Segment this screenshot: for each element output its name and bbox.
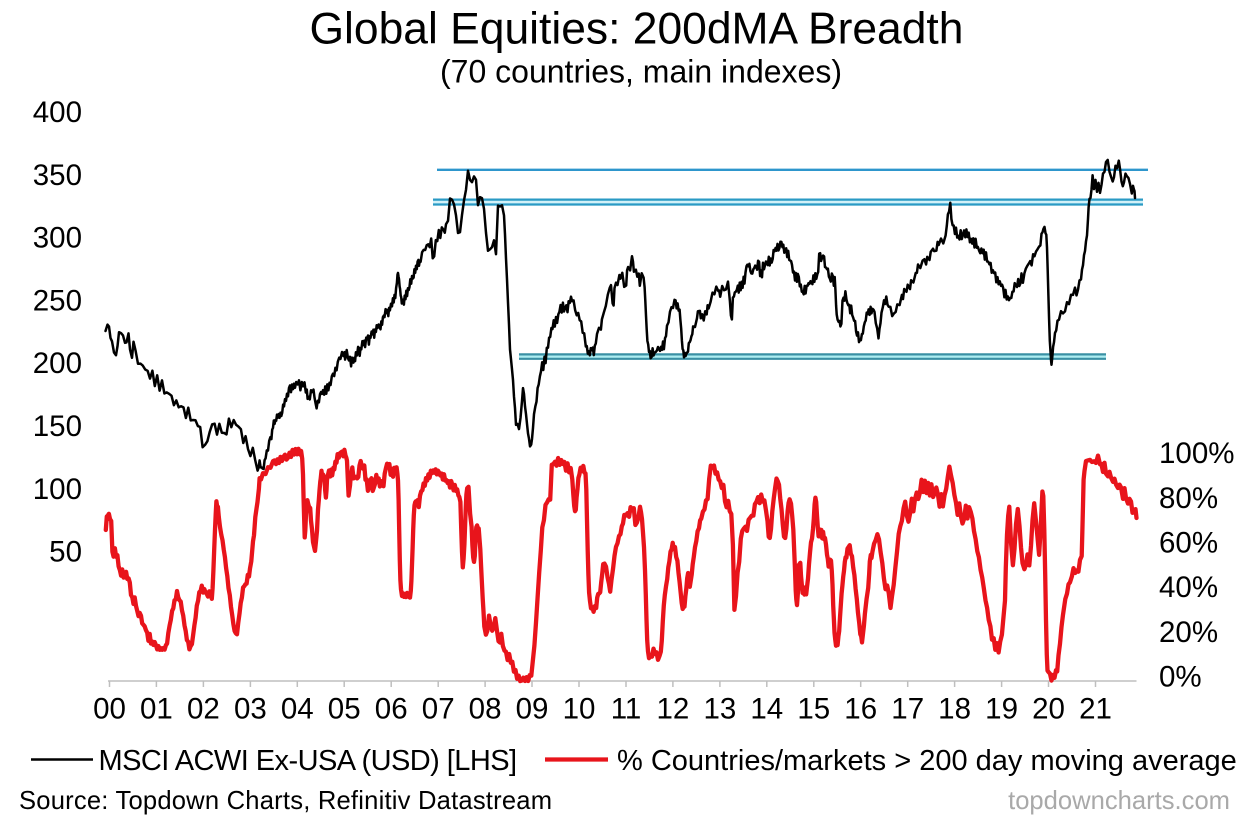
- svg-text:07: 07: [422, 693, 455, 726]
- svg-text:18: 18: [938, 693, 971, 726]
- svg-text:17: 17: [891, 693, 924, 726]
- svg-text:19: 19: [985, 693, 1018, 726]
- svg-text:(70 countries, main indexes): (70 countries, main indexes): [440, 53, 842, 89]
- svg-text:03: 03: [234, 693, 267, 726]
- svg-text:08: 08: [469, 693, 502, 726]
- svg-text:05: 05: [328, 693, 361, 726]
- svg-text:11: 11: [611, 693, 642, 726]
- svg-text:80%: 80%: [1159, 482, 1218, 515]
- svg-text:01: 01: [140, 693, 173, 726]
- svg-text:0%: 0%: [1159, 660, 1202, 693]
- svg-text:02: 02: [187, 693, 220, 726]
- svg-text:150: 150: [33, 410, 82, 443]
- svg-text:300: 300: [33, 222, 82, 255]
- svg-text:100: 100: [33, 473, 82, 506]
- svg-text:15: 15: [797, 693, 830, 726]
- svg-text:20: 20: [1032, 693, 1065, 726]
- svg-text:Source: Topdown Charts, Refini: Source: Topdown Charts, Refinitiv Datast…: [19, 787, 552, 815]
- svg-text:400: 400: [33, 96, 82, 129]
- svg-text:MSCI ACWI Ex-USA (USD) [LHS]: MSCI ACWI Ex-USA (USD) [LHS]: [99, 745, 517, 777]
- svg-text:00: 00: [93, 693, 126, 726]
- svg-text:60%: 60%: [1159, 527, 1218, 560]
- svg-text:12: 12: [656, 693, 689, 726]
- svg-text:06: 06: [375, 693, 408, 726]
- svg-text:40%: 40%: [1159, 571, 1218, 604]
- svg-text:09: 09: [516, 693, 549, 726]
- svg-text:100%: 100%: [1159, 437, 1234, 470]
- svg-text:10: 10: [563, 693, 596, 726]
- svg-text:16: 16: [844, 693, 877, 726]
- svg-text:200: 200: [33, 347, 82, 380]
- svg-text:20%: 20%: [1159, 616, 1218, 649]
- svg-text:% Countries/markets > 200 day: % Countries/markets > 200 day moving ave…: [617, 745, 1237, 777]
- svg-text:topdowncharts.com: topdowncharts.com: [1008, 787, 1230, 815]
- svg-text:350: 350: [33, 159, 82, 192]
- svg-text:Global Equities: 200dMA Breadt: Global Equities: 200dMA Breadth: [310, 4, 964, 53]
- svg-text:250: 250: [33, 284, 82, 317]
- svg-text:50: 50: [49, 536, 82, 569]
- svg-text:04: 04: [281, 693, 314, 726]
- svg-text:14: 14: [750, 693, 783, 726]
- svg-text:21: 21: [1079, 693, 1112, 726]
- svg-text:13: 13: [703, 693, 736, 726]
